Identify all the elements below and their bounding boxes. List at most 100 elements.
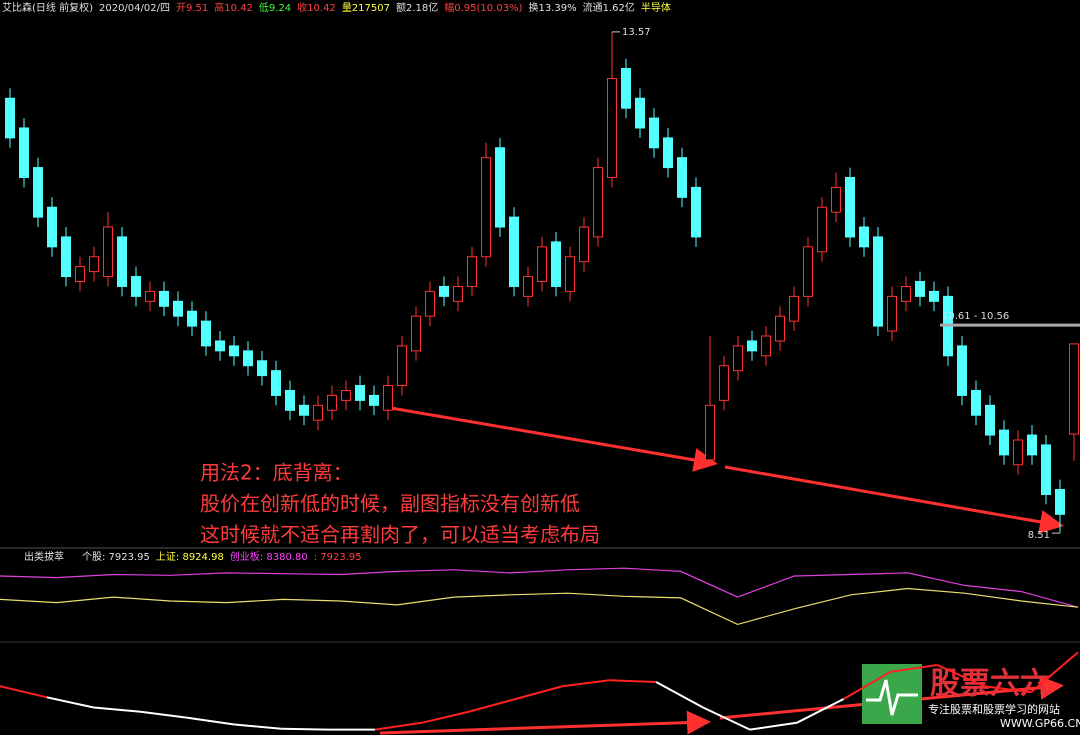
- candle-body: [621, 68, 631, 109]
- candle-body: [929, 290, 939, 302]
- watermark-title: 股票六六: [930, 667, 1050, 702]
- candle-body: [705, 404, 715, 461]
- candle-body: [61, 236, 71, 278]
- candle-body: [803, 246, 813, 297]
- candle-body: [5, 97, 15, 139]
- candle-body: [607, 77, 617, 178]
- candle-body: [663, 137, 673, 169]
- indicator-segment: [1030, 651, 1079, 693]
- header-item: 低9.24: [259, 1, 291, 14]
- watermark: 股票六六 专注股票和股票学习的网站 WWW.GP66.CN: [862, 664, 1080, 730]
- candle-body: [1055, 489, 1065, 515]
- candle-body: [341, 389, 351, 401]
- candle-body: [355, 385, 365, 401]
- candle-body: [145, 290, 155, 302]
- candle-body: [649, 117, 659, 149]
- indicator-segment: [281, 727, 329, 731]
- candle-body: [565, 256, 575, 292]
- candle-body: [425, 290, 435, 317]
- candle-body: [985, 404, 995, 436]
- indicator-segment: [140, 710, 188, 719]
- candle-body: [817, 206, 827, 253]
- high-label: 13.57: [622, 27, 651, 38]
- annotation: 用法2：底背离：: [200, 461, 353, 485]
- candle-body: [257, 360, 267, 377]
- header-item: 艾比森(日线 前复权): [2, 1, 93, 14]
- annotation: 这时候就不适合再割肉了，可以适当考虑布局: [200, 523, 600, 547]
- low-label: 8.51: [1028, 530, 1050, 541]
- legend-item: 创业板: 8380.80: [230, 550, 308, 563]
- candle-body: [775, 315, 785, 342]
- candle-body: [75, 266, 85, 283]
- candle-body: [481, 157, 491, 258]
- candle-body: [271, 370, 281, 396]
- candle-body: [761, 335, 771, 357]
- candle-body: [971, 389, 981, 416]
- candle-body: [383, 385, 393, 411]
- indicator-segment: [702, 706, 751, 731]
- header-item: 半导体: [641, 1, 671, 14]
- candle-body: [467, 256, 477, 287]
- candle-body: [789, 295, 799, 322]
- candle-body: [1041, 444, 1051, 495]
- indicator-segment: [936, 664, 985, 688]
- indicator-segment: [187, 716, 235, 726]
- header-item: 换13.39%: [528, 1, 576, 14]
- indicator-segment: [562, 679, 610, 688]
- candle-body: [873, 236, 883, 327]
- candle-body: [201, 320, 211, 347]
- candle-body: [859, 226, 869, 248]
- indicator-segment: [421, 710, 469, 724]
- candle-body: [495, 147, 505, 228]
- header-item: 幅0.95(10.03%): [444, 1, 522, 14]
- indicator-segment: [655, 681, 704, 709]
- candle-body: [635, 97, 645, 129]
- candle-body: [719, 365, 729, 401]
- annotation: 股价在创新低的时候，副图指标没有创新低: [200, 492, 580, 516]
- indicator-segment: [234, 723, 282, 730]
- candle-body: [243, 350, 253, 367]
- header-item: 收10.42: [297, 1, 336, 14]
- candle-body: [915, 281, 925, 297]
- indicator-segment: [515, 685, 563, 700]
- candle-body: [887, 295, 897, 332]
- candle-body: [397, 345, 407, 387]
- indicator-segment: [46, 696, 94, 709]
- header-item: 额2.18亿: [396, 1, 438, 14]
- candle-body: [285, 389, 295, 411]
- candle-body: [117, 236, 127, 287]
- header-item: 量217507: [342, 2, 390, 14]
- indicator-segment: [0, 685, 48, 699]
- indicator-line: [0, 587, 1079, 626]
- indicator-segment: [984, 685, 1032, 694]
- indicator-segment: [374, 721, 422, 731]
- candle-body: [677, 157, 687, 198]
- candle-body: [229, 345, 239, 357]
- candle-body: [173, 300, 183, 317]
- watermark-url: WWW.GP66.CN: [1000, 717, 1080, 730]
- candle-body: [33, 167, 43, 218]
- candle-body: [327, 394, 337, 411]
- candle-body: [411, 315, 421, 352]
- candle-body: [369, 394, 379, 406]
- candle-body: [453, 285, 463, 302]
- legend-item: : 7923.95: [314, 552, 362, 563]
- candle-body: [733, 345, 743, 372]
- candle-body: [187, 310, 197, 327]
- candle-body: [215, 340, 225, 352]
- indicator-title: 出类拔萃: [24, 550, 64, 563]
- candle-body: [159, 290, 169, 307]
- level-label: 10.61 - 10.56: [942, 311, 1009, 322]
- candle-body: [845, 177, 855, 238]
- indicator-segment: [843, 670, 892, 700]
- candle-body: [1069, 343, 1079, 435]
- header-item: 流通1.62亿: [583, 1, 635, 14]
- candle-body: [593, 167, 603, 238]
- legend-item: 上证: 8924.98: [156, 551, 224, 563]
- candle-body: [509, 216, 519, 287]
- candle-body: [131, 276, 141, 297]
- candle-body: [537, 246, 547, 283]
- candle-body: [747, 340, 757, 352]
